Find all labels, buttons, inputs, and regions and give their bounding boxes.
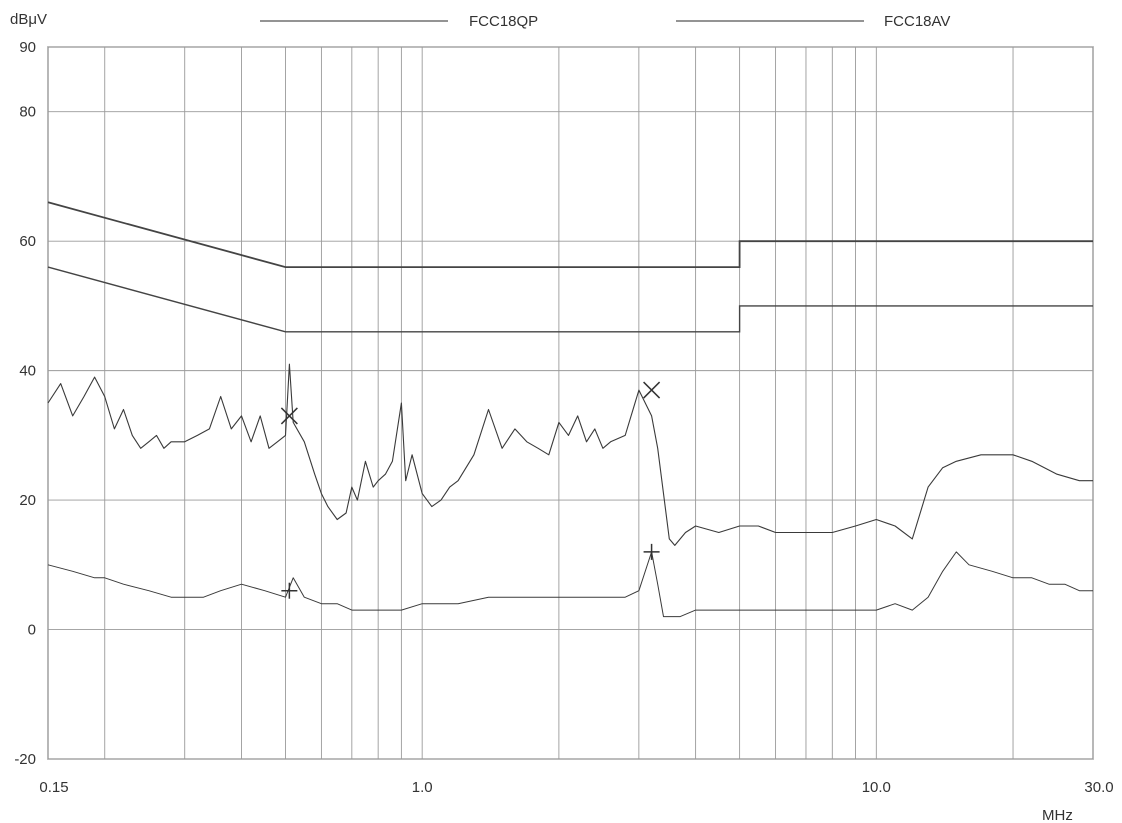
peak-marker-plus <box>281 582 298 599</box>
y-tick-label: 90 <box>19 39 36 56</box>
y-tick-label: 80 <box>19 104 36 121</box>
x-tick-label: 0.15 <box>39 779 68 796</box>
peak-marker-plus <box>643 543 660 560</box>
y-tick-labels: -20 0 20 40 60 80 90 <box>14 39 36 768</box>
peak-marker-x <box>280 407 298 425</box>
y-tick-label: 60 <box>19 233 36 250</box>
y-axis-label: dBμV <box>10 11 47 28</box>
legend-label-fcc18av: FCC18AV <box>884 13 950 30</box>
x-tick-labels: 0.15 1.0 10.0 30.0 <box>39 779 1113 796</box>
x-axis-label: MHz <box>1042 807 1073 823</box>
average-trace <box>47 551 1093 618</box>
plot-frame <box>47 46 1094 760</box>
legend-label-fcc18qp: FCC18QP <box>469 13 538 30</box>
y-tick-label: 40 <box>19 363 36 380</box>
x-gridlines <box>47 47 1094 759</box>
measurement-traces <box>47 363 1093 618</box>
y-tick-label: 0 <box>28 622 36 639</box>
legend: FCC18QP FCC18AV <box>260 13 950 30</box>
y-gridlines <box>48 46 1093 760</box>
x-tick-label: 10.0 <box>862 779 891 796</box>
limit-line-fcc18av <box>47 266 1093 333</box>
limit-line-fcc18qp <box>47 201 1093 269</box>
y-tick-label: 20 <box>19 492 36 509</box>
peak-marker-x <box>643 381 661 399</box>
quasi-peak-trace <box>47 363 1093 546</box>
x-tick-label: 30.0 <box>1084 779 1113 796</box>
peak-markers <box>280 381 661 599</box>
limit-lines <box>47 201 1093 333</box>
y-tick-label: -20 <box>14 751 36 768</box>
x-tick-label: 1.0 <box>412 779 433 796</box>
